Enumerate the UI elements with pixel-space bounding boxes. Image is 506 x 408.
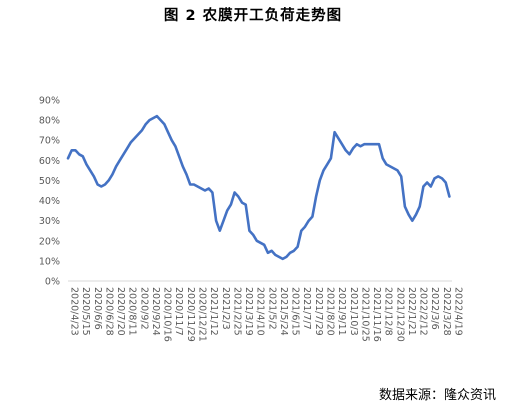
series-line [66, 114, 451, 261]
x-tick-label: 2021/2/25 [231, 287, 242, 336]
x-tick-label: 2020/9/2 [138, 287, 149, 330]
x-tick-label: 2022/4/19 [453, 287, 464, 336]
y-tick-label: 20% [39, 236, 60, 247]
x-tick-label: 2021/2/3 [220, 287, 231, 330]
x-tick-label: 2021/12/30 [394, 287, 405, 342]
x-tick-label: 2021/9/11 [336, 287, 347, 336]
x-tick-label: 2021/8/20 [325, 287, 336, 336]
x-tick-label: 2020/7/20 [115, 287, 126, 336]
x-tick-label: 2021/10/25 [359, 287, 370, 342]
x-tick-label: 2021/1/12 [208, 287, 219, 336]
x-tick-label: 2021/5/24 [278, 287, 289, 336]
y-axis: 0% 10% 20% 30% 40% 50% 60% 70% 80% 90% [39, 96, 60, 288]
x-tick-label: 2020/11/29 [185, 287, 196, 342]
x-tick-label: 2020/9/24 [150, 287, 161, 336]
x-tick-label: 2021/7/29 [313, 287, 324, 336]
x-tick-label: 2020/8/11 [127, 287, 138, 336]
x-tick-label: 2020/12/21 [197, 287, 208, 342]
y-tick-label: 40% [39, 196, 60, 207]
y-tick-label: 10% [39, 256, 60, 267]
y-tick-label: 30% [39, 216, 60, 227]
y-tick-label: 90% [39, 96, 60, 107]
y-tick-label: 50% [39, 176, 60, 187]
x-axis: 2020/4/23 2020/5/15 2020/6/6 2020/6/28 2020/… [68, 280, 464, 342]
x-tick-label: 2020/11/7 [173, 287, 184, 336]
y-tick-label: 70% [39, 136, 60, 147]
x-tick-label: 2020/4/23 [69, 287, 80, 336]
x-tick-label: 2022/1/21 [406, 287, 417, 336]
x-tick-label: 2020/10/16 [162, 287, 173, 342]
x-tick-label: 2022/3/6 [429, 287, 440, 330]
x-tick-label: 2021/10/3 [348, 287, 359, 336]
x-tick-label: 2022/2/12 [418, 287, 429, 336]
x-tick-label: 2021/3/19 [243, 287, 254, 336]
x-tick-label: 2021/7/7 [301, 287, 312, 330]
x-tick-label: 2021/5/2 [266, 287, 277, 330]
y-tick-label: 0% [45, 277, 60, 288]
y-tick-label: 80% [39, 116, 60, 127]
x-tick-label: 2020/5/15 [80, 287, 91, 336]
y-tick-label: 60% [39, 156, 60, 167]
series-layer [66, 114, 451, 261]
x-tick-label: 2021/12/8 [383, 287, 394, 336]
chart-title: 图 2 农膜开工负荷走势图 [163, 8, 343, 24]
x-tick-label: 2021/11/16 [371, 287, 382, 342]
x-tick-label: 2021/6/15 [290, 287, 301, 336]
x-tick-label: 2021/4/10 [255, 287, 266, 336]
x-tick-label: 2020/6/28 [103, 287, 114, 336]
x-tick-label: 2020/6/6 [92, 287, 103, 330]
source-note: 数据来源：隆众资讯 [378, 388, 496, 403]
x-tick-label: 2022/3/28 [441, 287, 452, 336]
